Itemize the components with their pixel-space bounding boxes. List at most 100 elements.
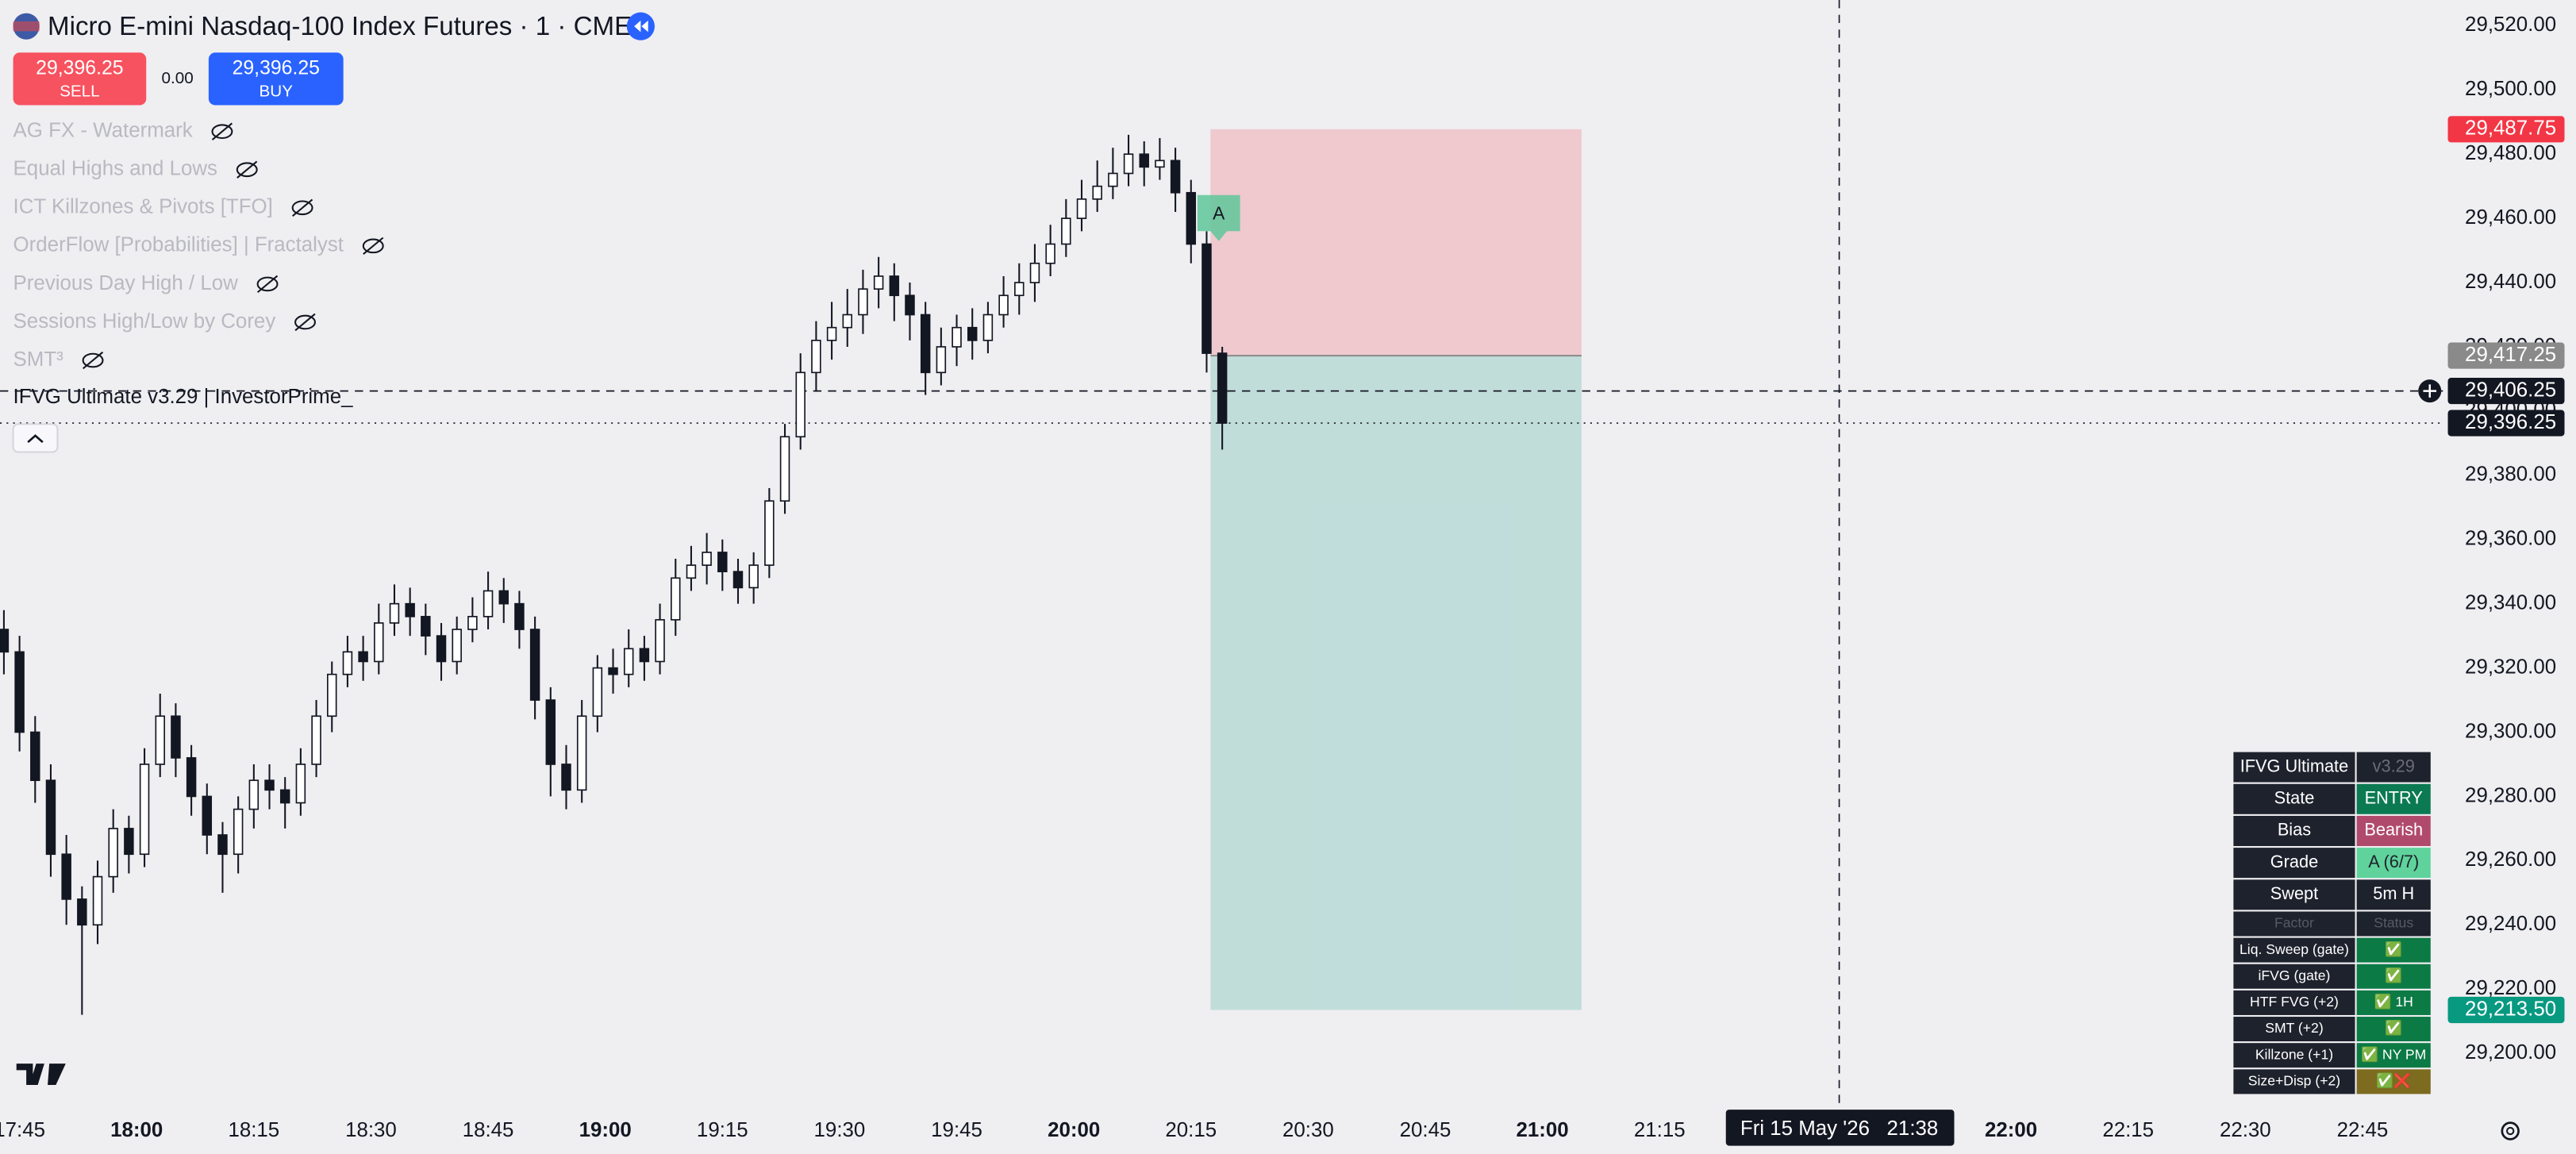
x-tick-label: 18:45 <box>463 1119 514 1141</box>
y-tick-label: 29,300.00 <box>2465 720 2556 742</box>
candle-body <box>826 326 837 341</box>
y-tick-label: 29,360.00 <box>2465 528 2556 550</box>
candle-body <box>732 571 744 589</box>
x-tick-label: 17:45 <box>0 1119 45 1141</box>
candle-body <box>452 629 462 663</box>
x-tick-label: 22:30 <box>2220 1119 2271 1141</box>
hidden-eye-icon[interactable] <box>256 276 279 292</box>
y-tick-label: 29,200.00 <box>2465 1041 2556 1064</box>
signal-marker <box>1197 194 1240 241</box>
candle-body <box>171 715 181 759</box>
x-tick-label: 18:15 <box>228 1119 279 1141</box>
candle-body <box>264 779 275 791</box>
y-tick-label: 29,220.00 <box>2465 977 2556 999</box>
candle-body <box>717 552 728 573</box>
candle-body <box>217 834 228 856</box>
stop-price-label-bg <box>2447 116 2565 143</box>
collapse-button[interactable] <box>12 423 59 453</box>
candle-body <box>61 853 71 900</box>
table-status: Status <box>2374 915 2413 931</box>
buy-label: BUY <box>260 82 294 100</box>
candle-body <box>1170 160 1181 194</box>
candle-body <box>405 602 415 617</box>
candle-body <box>342 651 353 675</box>
candle-body <box>905 294 915 316</box>
candle-body <box>498 590 509 605</box>
y-tick-label: 29,280.00 <box>2465 784 2556 806</box>
candle-body <box>374 622 384 663</box>
indicator-name: Previous Day High / Low <box>13 272 239 294</box>
x-tick-label: 18:00 <box>110 1119 163 1141</box>
candle-body <box>1092 185 1102 200</box>
target-price-label: 29,213.50 <box>2465 998 2556 1020</box>
candle-body <box>545 699 556 765</box>
table-status: A (6/7) <box>2368 852 2419 871</box>
y-tick-label: 29,480.00 <box>2465 142 2556 164</box>
indicator-name: SMT³ <box>13 348 64 371</box>
x-tick-label: 19:45 <box>931 1119 982 1141</box>
hidden-eye-icon[interactable] <box>291 200 313 216</box>
crosshair-price-label: 29,406.25 <box>2465 379 2556 401</box>
target-price-label-bg <box>2447 996 2565 1024</box>
indicator-name: Equal Highs and Lows <box>13 158 217 180</box>
candle-body <box>202 795 213 836</box>
candle-body <box>186 757 197 798</box>
candle-body <box>358 651 368 663</box>
settings-button[interactable] <box>2501 1121 2520 1141</box>
eye-slash <box>236 160 258 179</box>
last-price-label-bg <box>2447 410 2565 437</box>
table-status: v3.29 <box>2373 756 2415 775</box>
hidden-eye-icon[interactable] <box>236 162 258 178</box>
x-tick-label: 20:00 <box>1048 1119 1100 1141</box>
table-cell <box>2232 750 2357 784</box>
hidden-eye-icon[interactable] <box>211 124 233 140</box>
table-status: ✅❌ <box>2376 1073 2411 1090</box>
target-zone <box>1210 356 1582 1010</box>
table-cell <box>2355 910 2432 938</box>
table-status: ✅ NY PM <box>2361 1046 2426 1062</box>
candle-body <box>998 294 1009 316</box>
candle-body <box>1045 243 1055 264</box>
indicator-name: OrderFlow [Probabilities] | Fractalyst <box>13 234 344 256</box>
candle-body <box>233 808 244 856</box>
table-factor: Swept <box>2270 883 2318 903</box>
candle-body <box>30 731 40 782</box>
table-factor: SMT (+2) <box>2265 1020 2323 1036</box>
table-status: ENTRY <box>2365 788 2424 808</box>
table-cell <box>2355 878 2432 912</box>
eye-slash <box>256 275 279 294</box>
settings-icon <box>2506 1126 2515 1136</box>
candle-body <box>77 898 87 926</box>
candle-body <box>858 288 868 316</box>
collapse-icon <box>27 434 44 444</box>
hidden-eye-icon[interactable] <box>294 314 316 330</box>
crosshair-price-label-bg <box>2447 378 2565 405</box>
y-tick-label: 29,380.00 <box>2465 464 2556 486</box>
candle-body <box>671 577 681 621</box>
table-status: 5m H <box>2373 883 2414 903</box>
x-tick-label: 18:30 <box>345 1119 397 1141</box>
candle-body <box>1139 153 1149 168</box>
candle-body <box>842 314 853 329</box>
sell-button[interactable] <box>13 52 147 106</box>
stop-zone <box>1210 129 1582 356</box>
candle-body <box>295 764 306 804</box>
buy-button[interactable] <box>208 52 344 106</box>
sell-price: 29,396.25 <box>36 58 123 79</box>
hidden-eye-icon[interactable] <box>362 238 384 254</box>
candle-body <box>655 619 665 663</box>
y-tick-label: 29,320.00 <box>2465 656 2556 678</box>
x-tick-label: 21:15 <box>1634 1119 1686 1141</box>
candle-body <box>889 275 900 297</box>
table-cell <box>2232 1067 2357 1096</box>
candle-body <box>1123 153 1134 175</box>
y-tick-label: 29,440.00 <box>2465 271 2556 293</box>
x-tick-label: 22:00 <box>1985 1119 2037 1141</box>
hidden-eye-icon[interactable] <box>82 352 104 368</box>
candle-body <box>1155 160 1165 168</box>
table-factor: iFVG (gate) <box>2259 967 2331 983</box>
